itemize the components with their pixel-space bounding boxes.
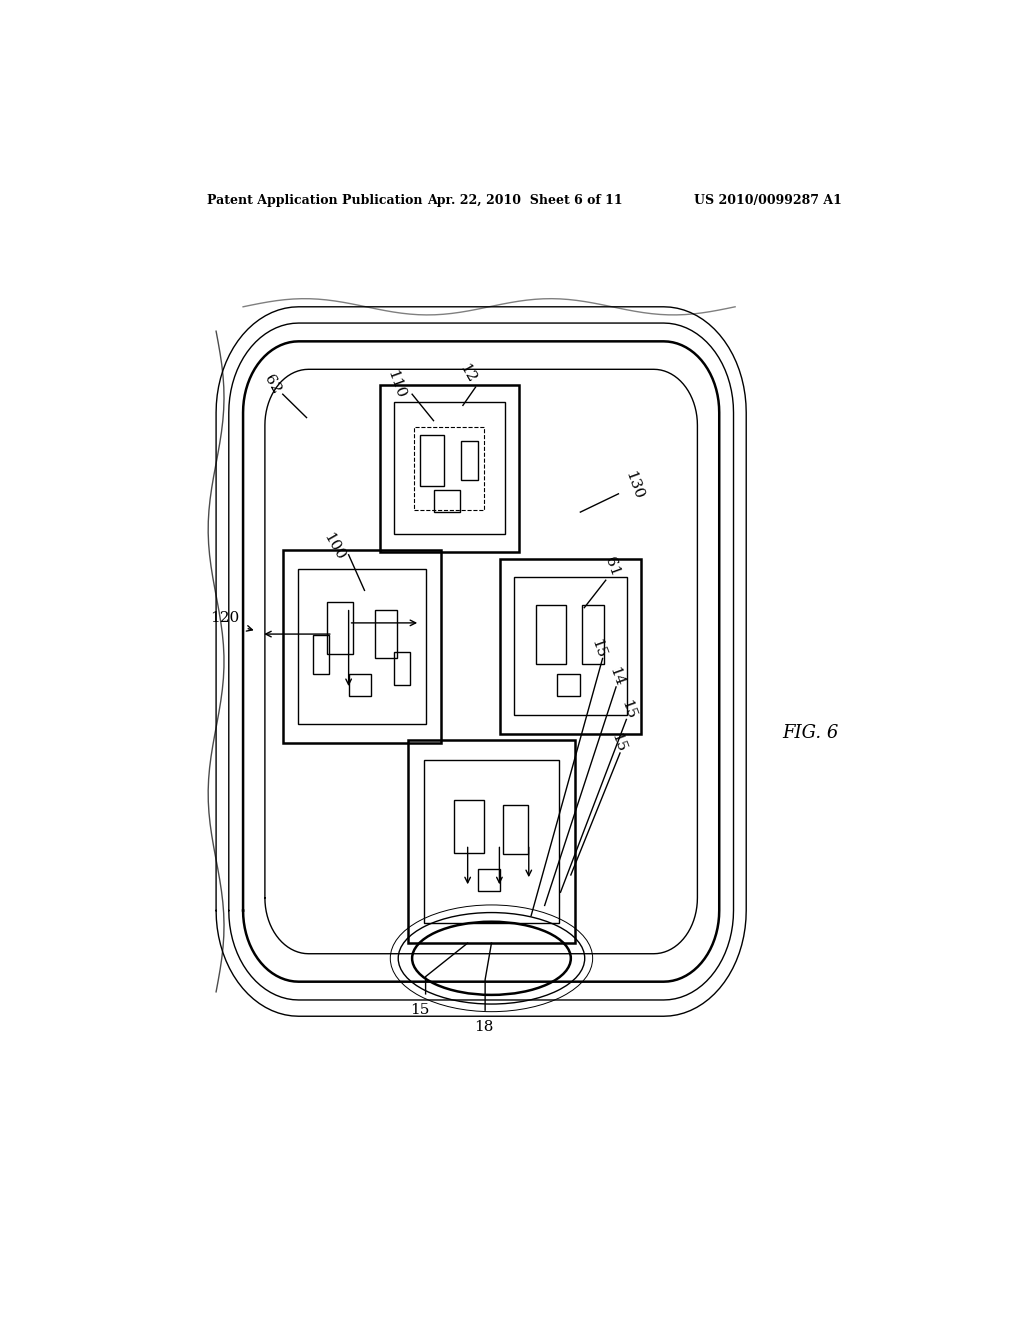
Text: 18: 18: [474, 1020, 494, 1035]
Text: FIG. 6: FIG. 6: [782, 723, 839, 742]
Bar: [420, 434, 443, 486]
Bar: [424, 760, 559, 923]
Text: 61: 61: [602, 556, 622, 578]
Bar: [327, 602, 353, 655]
Bar: [582, 605, 604, 664]
Bar: [434, 490, 460, 512]
Bar: [394, 652, 410, 685]
Bar: [455, 800, 484, 853]
Text: 62: 62: [261, 372, 284, 396]
Text: 110: 110: [385, 368, 408, 400]
Text: 120: 120: [210, 611, 240, 624]
Bar: [283, 549, 441, 743]
Bar: [380, 384, 519, 552]
Bar: [394, 403, 505, 535]
Text: 100: 100: [321, 531, 348, 562]
Bar: [415, 426, 484, 510]
Text: Patent Application Publication: Patent Application Publication: [207, 194, 423, 207]
Text: Apr. 22, 2010  Sheet 6 of 11: Apr. 22, 2010 Sheet 6 of 11: [427, 194, 623, 207]
Bar: [348, 673, 371, 696]
Text: US 2010/0099287 A1: US 2010/0099287 A1: [694, 194, 842, 207]
Bar: [461, 441, 478, 479]
Text: 14: 14: [606, 665, 626, 688]
Bar: [313, 635, 329, 673]
Text: 15: 15: [618, 698, 638, 721]
Bar: [409, 739, 574, 942]
Bar: [514, 577, 627, 715]
Bar: [500, 558, 641, 734]
Bar: [503, 805, 528, 854]
Bar: [375, 610, 397, 659]
Bar: [298, 569, 426, 723]
Text: 130: 130: [623, 470, 646, 502]
Text: 12: 12: [457, 362, 478, 385]
Text: 15: 15: [608, 731, 629, 754]
Bar: [557, 673, 580, 696]
Text: 15: 15: [588, 636, 607, 660]
Bar: [536, 605, 566, 664]
Text: 15: 15: [411, 1003, 430, 1018]
Bar: [478, 869, 500, 891]
